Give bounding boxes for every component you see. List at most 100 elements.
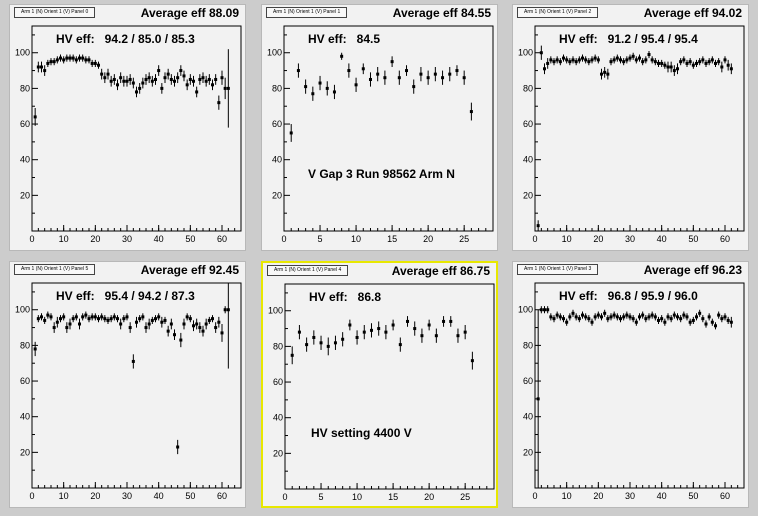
data-point — [147, 322, 151, 326]
data-point — [160, 86, 164, 90]
data-point — [182, 74, 186, 78]
data-point — [600, 72, 603, 76]
panel-5: 20 40 60 80 100 0 10 20 30 40 50 60 Arm 1 (N) Orien… — [9, 261, 246, 508]
panel-4[interactable]: 20 40 60 80 100 0 5 10 15 20 25 Arm 1 (N) Orient 1… — [261, 261, 498, 508]
y-tick-label: 20 — [20, 190, 30, 200]
data-point — [147, 76, 151, 80]
data-point — [138, 317, 142, 321]
data-point — [55, 58, 59, 62]
data-point — [391, 323, 395, 327]
data-point — [717, 60, 721, 64]
data-point — [87, 317, 91, 321]
data-point — [62, 315, 66, 319]
plot-frame — [284, 283, 495, 490]
panel-note: HV setting 4400 V — [311, 426, 412, 440]
average-efficiency: Average eff 86.75 — [391, 264, 490, 278]
x-tick-label: 0 — [281, 234, 286, 244]
x-tick-label: 30 — [625, 491, 635, 501]
data-point — [201, 76, 205, 80]
x-tick-label: 20 — [90, 234, 100, 244]
data-point — [138, 86, 142, 90]
x-tick-label: 5 — [319, 492, 324, 502]
data-point — [634, 320, 638, 324]
data-point — [546, 308, 550, 312]
data-point — [536, 224, 540, 228]
data-point — [122, 317, 126, 321]
plot-area: 20 40 60 80 100 0 5 10 15 20 25 — [268, 283, 495, 502]
data-point — [84, 313, 88, 317]
data-point — [166, 329, 170, 333]
data-point — [384, 330, 388, 334]
data-point — [198, 326, 202, 330]
x-tick-label: 40 — [657, 234, 667, 244]
data-point — [185, 315, 189, 319]
data-point — [43, 69, 47, 73]
panel-title: Arm 1 (N) Orient 1 (V) Panel 2 — [517, 7, 599, 18]
data-point — [688, 60, 692, 64]
data-point — [456, 334, 460, 338]
data-point — [543, 308, 546, 312]
data-point — [377, 327, 381, 331]
data-point — [176, 445, 180, 449]
data-point — [55, 320, 59, 324]
y-tick-label: 80 — [20, 340, 30, 350]
data-point — [354, 83, 358, 87]
data-point — [660, 61, 664, 65]
data-point — [546, 61, 550, 65]
y-tick-label: 60 — [272, 119, 282, 129]
data-point — [78, 322, 81, 326]
data-point — [628, 56, 632, 60]
data-point — [116, 83, 119, 87]
data-point — [173, 79, 176, 83]
data-point — [574, 60, 578, 64]
data-point — [97, 63, 100, 67]
data-point — [587, 60, 591, 64]
data-point — [695, 61, 698, 65]
data-point — [207, 318, 211, 322]
panel-title: Arm 1 (N) Orient 1 (V) Panel 1 — [266, 7, 348, 18]
x-tick-label: 0 — [282, 492, 287, 502]
data-point — [726, 318, 730, 322]
data-point — [568, 315, 572, 319]
data-point — [720, 65, 724, 69]
hv-efficiency: HV eff: 94.2 / 85.0 / 85.3 — [56, 32, 195, 46]
y-tick-label: 100 — [15, 48, 30, 58]
data-point — [470, 359, 474, 363]
data-point — [672, 313, 676, 317]
data-point — [596, 58, 600, 62]
x-tick-label: 30 — [122, 234, 132, 244]
data-point — [289, 131, 293, 135]
data-point — [562, 317, 565, 321]
data-point — [571, 58, 575, 62]
x-tick-label: 40 — [657, 491, 667, 501]
panel-note: V Gap 3 Run 98562 Arm N — [308, 167, 455, 181]
data-point — [87, 58, 91, 62]
data-point — [666, 315, 670, 319]
data-point — [539, 308, 543, 312]
data-point — [81, 56, 85, 60]
data-point — [43, 318, 47, 322]
data-point — [704, 322, 708, 326]
panel-3: 20 40 60 80 100 0 10 20 30 40 50 60 Arm 1 (N) Orien… — [512, 261, 749, 508]
data-point — [390, 60, 394, 64]
data-point — [78, 56, 81, 60]
data-point — [211, 317, 214, 321]
data-point — [710, 320, 714, 324]
data-point — [62, 58, 66, 62]
data-point — [717, 313, 721, 317]
data-point — [340, 54, 344, 58]
hv-efficiency: HV eff: 91.2 / 95.4 / 95.4 — [559, 32, 698, 46]
data-point — [160, 320, 164, 324]
data-point — [369, 328, 373, 332]
data-point — [405, 69, 409, 73]
data-point — [90, 315, 94, 319]
data-point — [217, 101, 221, 105]
data-point — [33, 115, 37, 119]
data-point — [93, 315, 97, 319]
data-point — [657, 318, 660, 322]
y-tick-label: 80 — [523, 340, 533, 350]
data-point — [638, 56, 641, 60]
data-point — [157, 69, 161, 73]
data-point — [682, 313, 686, 317]
data-point — [565, 320, 569, 324]
